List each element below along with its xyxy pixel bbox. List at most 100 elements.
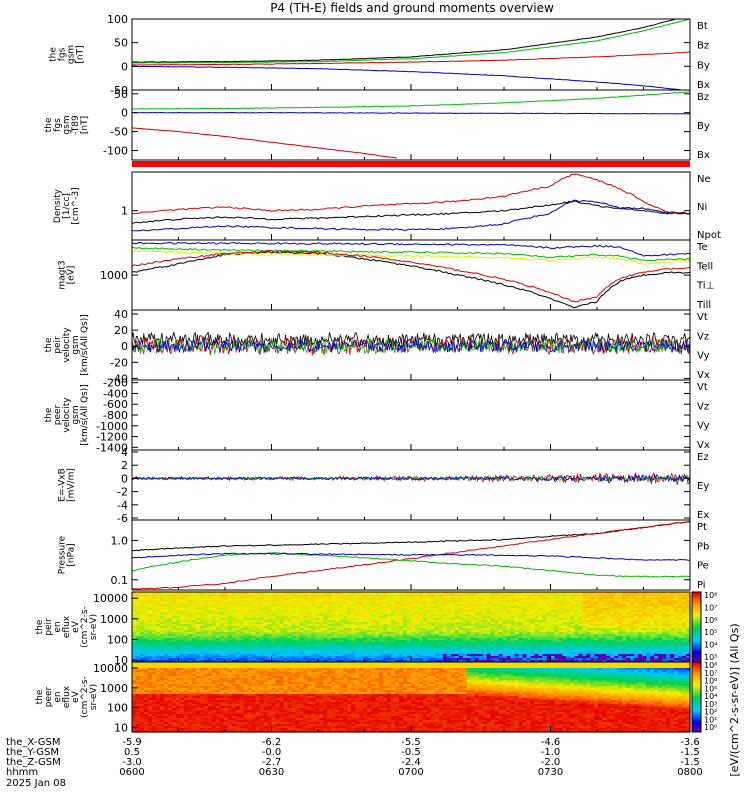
spec-cell [207, 612, 213, 615]
spec-cell [235, 640, 241, 643]
spec-cell [275, 616, 281, 619]
spec-cell [135, 596, 141, 599]
spec-cell [135, 598, 141, 601]
spec-cell [247, 658, 253, 661]
spec-cell [235, 592, 241, 595]
spec-cell [139, 610, 145, 613]
spec-cell [183, 644, 189, 647]
spec-cell [155, 656, 161, 659]
ylabel-line-peer_vel-3: gsm [71, 405, 81, 424]
spec-cell [223, 592, 229, 595]
spec-cell [267, 650, 273, 653]
spec-cell [159, 646, 165, 649]
spec-cell [279, 600, 285, 603]
ylabel-line-peir_vel-1: peir [53, 336, 63, 354]
spec-cell [223, 602, 229, 605]
spec-cell [279, 626, 285, 629]
spec-cell [239, 604, 245, 607]
spec-cell [199, 660, 205, 663]
spec-cell [283, 598, 289, 601]
spec-cell [199, 620, 205, 623]
spec-cell [147, 622, 153, 625]
spec-cell [235, 642, 241, 645]
spec-cell [151, 624, 157, 627]
spec-cell [151, 652, 157, 655]
spec-cell [203, 654, 209, 657]
spec-cell [191, 614, 197, 617]
spec-cell [167, 660, 173, 663]
spec-cell [219, 612, 225, 615]
spec-cell [199, 598, 205, 601]
spec-cell [199, 656, 205, 659]
spec-cell [207, 656, 213, 659]
spec-cell [179, 612, 185, 615]
spec-cell [167, 642, 173, 645]
spec-cell [279, 652, 285, 655]
spec-cell [183, 642, 189, 645]
spec-cell [167, 650, 173, 653]
spec-cell [251, 634, 257, 637]
legend-pressure-2: Pe [697, 561, 709, 572]
spec-cell [271, 632, 277, 635]
spec-cell [203, 648, 209, 651]
spec-cell [163, 632, 169, 635]
spec-cell [207, 628, 213, 631]
separator-bar [132, 161, 690, 167]
spec-cell [179, 604, 185, 607]
spec-cell [135, 660, 141, 663]
spec-cell [147, 636, 153, 639]
ytick-label-fgs-1: 50 [114, 37, 128, 50]
spec-cell [275, 636, 281, 639]
spec-cell [195, 612, 201, 615]
spec-cell [155, 652, 161, 655]
series-fgs-3 [132, 65, 685, 90]
spec-cell [243, 640, 249, 643]
spec-cell [219, 626, 225, 629]
spec-cell [275, 630, 281, 633]
spec-cell [223, 626, 229, 629]
series-density-0 [132, 173, 690, 215]
spec-cell [267, 598, 273, 601]
spec-cell [243, 602, 249, 605]
spec-cell [283, 646, 289, 649]
spec-cell [219, 630, 225, 633]
spec-cell [243, 660, 249, 663]
legend-peir_vel-1: Vz [697, 331, 709, 342]
spec-cell [143, 648, 149, 651]
spec-cell [207, 634, 213, 637]
spec-cell [195, 616, 201, 619]
spec-cell [151, 646, 157, 649]
spec-cell [175, 598, 181, 601]
spec-cell [223, 660, 229, 663]
spec-cell [171, 638, 177, 641]
spec-cell [159, 592, 165, 595]
spec-cell [159, 620, 165, 623]
spec-cell [151, 634, 157, 637]
spec-cell [183, 608, 189, 611]
spec-cell [195, 652, 201, 655]
spec-cell [271, 592, 277, 595]
spec-cell [132, 614, 137, 617]
spec-cell [163, 608, 169, 611]
spec-cell [207, 608, 213, 611]
spec-cell [183, 632, 189, 635]
spec-cell [247, 654, 253, 657]
spec-cell [207, 596, 213, 599]
spec-cell [171, 648, 177, 651]
spec-cell [155, 630, 161, 633]
spec-cell [235, 650, 241, 653]
spec-cell [151, 626, 157, 629]
spec-cell [175, 656, 181, 659]
spec-cell [155, 646, 161, 649]
spec-cell [219, 656, 225, 659]
spec-cell [171, 598, 177, 601]
spec-cell [211, 658, 217, 661]
spec-cell [132, 636, 137, 639]
spec-cell [215, 608, 221, 611]
spec-cell [251, 628, 257, 631]
spec-cell [259, 638, 265, 641]
spec-cell [255, 622, 261, 625]
ylabel-line-fgs-3: [nT] [76, 45, 86, 63]
spec-cell [143, 598, 149, 601]
spec-cell [231, 606, 237, 609]
